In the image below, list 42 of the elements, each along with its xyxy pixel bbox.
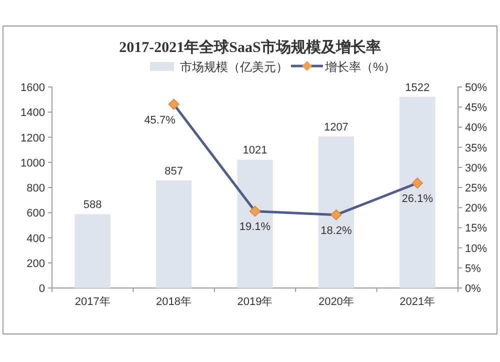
x-tick-label: 2020年 bbox=[318, 296, 354, 308]
bar bbox=[237, 160, 273, 288]
y-tick-label: 1400 bbox=[20, 107, 45, 120]
bar bbox=[156, 180, 192, 288]
data-label: 18.2% bbox=[320, 224, 352, 237]
y-tick-label: 200 bbox=[26, 258, 45, 270]
y2-tick-label: 5% bbox=[465, 262, 482, 275]
bar bbox=[74, 214, 110, 288]
data-label: 857 bbox=[164, 165, 183, 178]
y2-tick-label: 20% bbox=[465, 202, 488, 215]
y2-tick-label: 40% bbox=[465, 122, 488, 134]
x-tick-label: 2017年 bbox=[74, 296, 110, 308]
data-label: 588 bbox=[83, 199, 102, 212]
chart-title: 2017-2021年全球SaaS市场规模及增长率 bbox=[119, 38, 381, 56]
y2-tick-label: 15% bbox=[465, 222, 488, 235]
bar bbox=[400, 96, 436, 288]
y-tick-label: 1600 bbox=[20, 82, 45, 94]
x-tick-label: 2018年 bbox=[156, 296, 192, 308]
data-label: 1207 bbox=[324, 121, 348, 134]
y-tick-label: 600 bbox=[26, 208, 45, 220]
y-tick-label: 1200 bbox=[20, 132, 45, 144]
x-tick-label: 2019年 bbox=[237, 296, 273, 308]
y2-tick-label: 50% bbox=[465, 82, 488, 94]
y2-tick-label: 0% bbox=[465, 283, 482, 295]
data-label: 1522 bbox=[405, 82, 430, 94]
data-label: 26.1% bbox=[402, 193, 434, 206]
y2-tick-label: 45% bbox=[465, 102, 488, 114]
x-tick-label: 2021年 bbox=[400, 296, 436, 308]
y2-tick-label: 10% bbox=[465, 242, 488, 255]
y2-tick-label: 25% bbox=[465, 182, 488, 194]
y2-tick-label: 35% bbox=[465, 142, 488, 154]
y-tick-label: 1000 bbox=[20, 157, 45, 170]
bar bbox=[318, 136, 354, 288]
data-label: 45.7% bbox=[144, 114, 176, 126]
legend-label: 市场规模（亿美元） bbox=[180, 60, 288, 74]
y-tick-label: 800 bbox=[26, 182, 45, 194]
y-tick-label: 400 bbox=[26, 232, 45, 245]
y2-tick-label: 30% bbox=[465, 162, 488, 174]
legend-label: 增长率（%） bbox=[324, 60, 396, 74]
data-label: 19.1% bbox=[239, 221, 271, 234]
data-label: 1021 bbox=[242, 144, 268, 157]
y-tick-label: 0 bbox=[38, 283, 45, 295]
